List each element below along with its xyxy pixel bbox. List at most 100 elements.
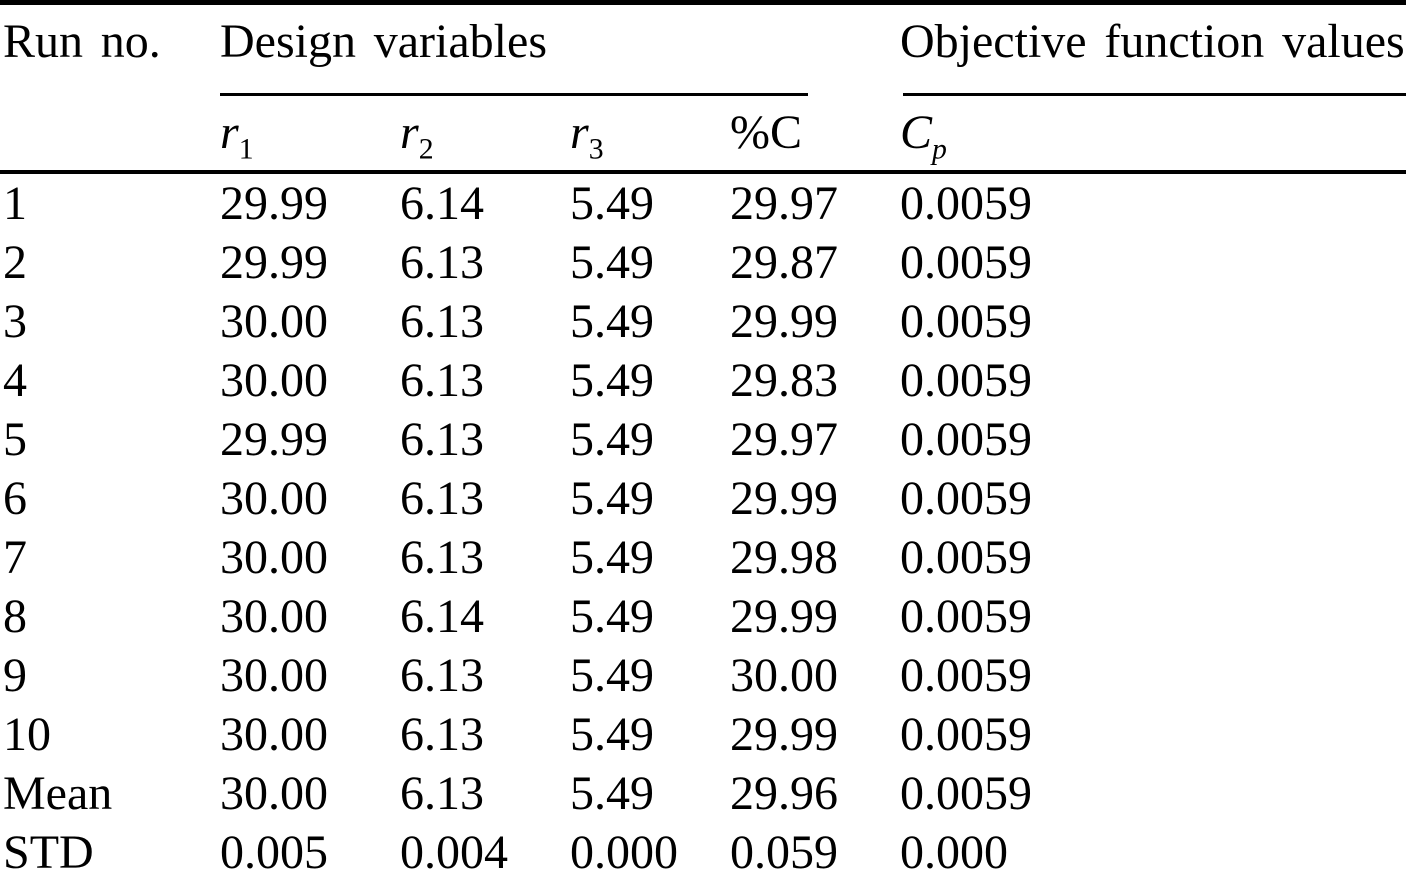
cell-percent_c: 0.059 (730, 825, 838, 879)
cell-r1: 30.00 (220, 766, 328, 820)
column-header-r2: r2 (400, 96, 570, 174)
table-row: 2 29.99 6.13 5.49 29.87 0.0059 (0, 233, 1406, 292)
table-row: 1 29.99 6.14 5.49 29.97 0.0059 (0, 172, 1406, 233)
table-header: Run no. Design variables Objective funct… (0, 2, 1406, 174)
column-header-run-no: Run no. (0, 2, 220, 174)
cell-cp: 0.0059 (900, 707, 1032, 761)
cell-run: 3 (3, 294, 27, 348)
cell-run: STD (3, 825, 94, 879)
cell-r3: 5.49 (570, 471, 654, 525)
cell-r1: 30.00 (220, 353, 328, 407)
variable-subscript: 2 (418, 132, 434, 166)
cell-cp: 0.0059 (900, 176, 1032, 230)
variable-symbol: C (900, 106, 933, 159)
cell-cp: 0.0059 (900, 766, 1032, 820)
cell-r3: 5.49 (570, 530, 654, 584)
table-row: 4 30.00 6.13 5.49 29.83 0.0059 (0, 351, 1406, 410)
variable-subscript: 3 (588, 132, 604, 166)
cell-r2: 6.13 (400, 412, 484, 466)
cell-percent_c: 30.00 (730, 648, 838, 702)
cell-percent_c: 29.87 (730, 235, 838, 289)
cell-run: 9 (3, 648, 27, 702)
cell-run: 4 (3, 353, 27, 407)
cell-run: 1 (3, 176, 27, 230)
variable-subscript: 1 (238, 132, 254, 166)
cell-r3: 0.000 (570, 825, 678, 879)
cell-cp: 0.0059 (900, 530, 1032, 584)
cell-cp: 0.000 (900, 825, 1008, 879)
cell-r2: 6.13 (400, 648, 484, 702)
cell-cp: 0.0059 (900, 589, 1032, 643)
cell-run: 5 (3, 412, 27, 466)
group-header-objective-function-values: Objective function values (900, 3, 1406, 97)
column-header-r1: r1 (220, 96, 400, 174)
cell-r2: 6.13 (400, 471, 484, 525)
cell-percent_c: 29.97 (730, 412, 838, 466)
variable-symbol: r (570, 106, 589, 159)
cell-run: 8 (3, 589, 27, 643)
table-body: 1 29.99 6.14 5.49 29.97 0.0059 2 29.99 6.13 5.49 2… (0, 172, 1406, 881)
cell-r2: 6.13 (400, 294, 484, 348)
cell-r1: 30.00 (220, 589, 328, 643)
sub-header-row: r1 r2 r3 %C Cp (0, 96, 1406, 174)
variable-symbol: r (220, 106, 239, 159)
cell-r2: 0.004 (400, 825, 508, 879)
cell-r2: 6.14 (400, 589, 484, 643)
cell-run: 7 (3, 530, 27, 584)
table-row: STD 0.005 0.004 0.000 0.059 0.000 (0, 823, 1406, 881)
cell-r2: 6.14 (400, 176, 484, 230)
table-row: 10 30.00 6.13 5.49 29.99 0.0059 (0, 705, 1406, 764)
cell-run: 10 (3, 707, 51, 761)
column-header-r3: r3 (570, 96, 730, 174)
variable-subscript: p (932, 132, 947, 166)
cell-cp: 0.0059 (900, 412, 1032, 466)
column-header-percent-c: %C (730, 96, 900, 174)
cell-r3: 5.49 (570, 589, 654, 643)
cell-r1: 29.99 (220, 176, 328, 230)
cell-cp: 0.0059 (900, 353, 1032, 407)
cell-cp: 0.0059 (900, 648, 1032, 702)
table-row: 6 30.00 6.13 5.49 29.99 0.0059 (0, 469, 1406, 528)
cell-r1: 30.00 (220, 471, 328, 525)
cell-run: 6 (3, 471, 27, 525)
cell-r1: 30.00 (220, 530, 328, 584)
table-row: 3 30.00 6.13 5.49 29.99 0.0059 (0, 292, 1406, 351)
table-row: 8 30.00 6.14 5.49 29.99 0.0059 (0, 587, 1406, 646)
cell-r2: 6.13 (400, 707, 484, 761)
cell-r1: 30.00 (220, 648, 328, 702)
cell-percent_c: 29.96 (730, 766, 838, 820)
cell-percent_c: 29.98 (730, 530, 838, 584)
cell-r2: 6.13 (400, 766, 484, 820)
table-row: 9 30.00 6.13 5.49 30.00 0.0059 (0, 646, 1406, 705)
table-row: 5 29.99 6.13 5.49 29.97 0.0059 (0, 410, 1406, 469)
cell-percent_c: 29.97 (730, 176, 838, 230)
cell-percent_c: 29.99 (730, 707, 838, 761)
variable-symbol: r (400, 106, 419, 159)
cell-run: Mean (3, 766, 113, 820)
cell-r3: 5.49 (570, 766, 654, 820)
cell-r3: 5.49 (570, 707, 654, 761)
cell-r1: 30.00 (220, 707, 328, 761)
cell-r3: 5.49 (570, 353, 654, 407)
cell-r3: 5.49 (570, 648, 654, 702)
cell-r2: 6.13 (400, 353, 484, 407)
cell-r1: 29.99 (220, 412, 328, 466)
cell-percent_c: 29.99 (730, 294, 838, 348)
cell-cp: 0.0059 (900, 294, 1032, 348)
table-row: Mean 30.00 6.13 5.49 29.96 0.0059 (0, 764, 1406, 823)
cell-cp: 0.0059 (900, 235, 1032, 289)
group-header-row: Run no. Design variables Objective funct… (0, 2, 1406, 174)
group-header-design-variables: Design variables (220, 3, 900, 97)
cell-r2: 6.13 (400, 530, 484, 584)
cell-r3: 5.49 (570, 294, 654, 348)
cell-run: 2 (3, 235, 27, 289)
cell-r3: 5.49 (570, 235, 654, 289)
cell-r1: 30.00 (220, 294, 328, 348)
cell-r1: 29.99 (220, 235, 328, 289)
cell-r2: 6.13 (400, 235, 484, 289)
cell-percent_c: 29.99 (730, 471, 838, 525)
column-header-cp: Cp (900, 96, 1406, 174)
cell-r1: 0.005 (220, 825, 328, 879)
